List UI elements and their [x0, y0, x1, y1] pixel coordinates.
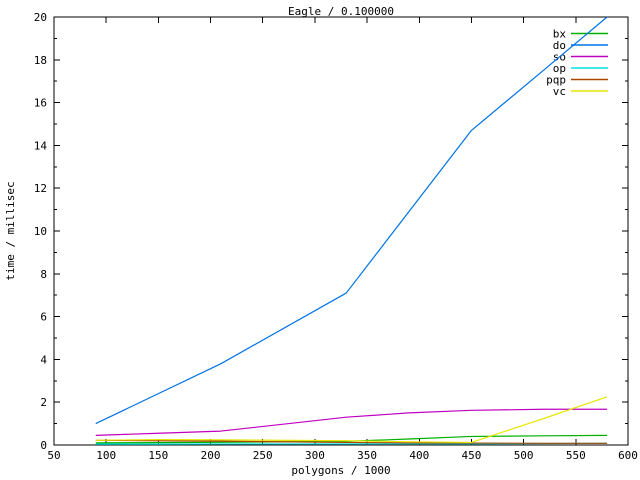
x-tick-label: 500 [514, 449, 534, 462]
x-tick-label: 250 [253, 449, 273, 462]
series-line-pqp [95, 439, 608, 444]
series-line-so [95, 408, 608, 436]
x-tick-label: 300 [305, 449, 325, 462]
y-tick-label: 16 [34, 97, 47, 110]
x-tick-label: 450 [462, 449, 482, 462]
y-tick-label: 2 [40, 396, 47, 409]
x-tick-label: 200 [201, 449, 221, 462]
series-line-vc [95, 396, 608, 444]
series-line-do [95, 16, 608, 425]
series-line-bx [95, 434, 608, 444]
y-tick-label: 0 [40, 439, 47, 452]
x-tick-label: 400 [409, 449, 429, 462]
x-tick-label: 50 [47, 449, 60, 462]
y-tick-label: 4 [40, 353, 47, 366]
axes: 50 100 150 200 250 300 350 400 450 500 550 600 0 2 4 6 8… [34, 11, 638, 462]
x-axis-label: polygons / 1000 [291, 464, 390, 477]
y-tick-label: 10 [34, 225, 47, 238]
y-tick-label: 6 [40, 311, 47, 324]
chart-title: Eagle / 0.100000 [288, 5, 394, 18]
legend-label-op: op [553, 62, 566, 75]
y-tick-label: 14 [34, 139, 48, 152]
y-axis-label: time / millisec [4, 181, 17, 280]
legend-label-bx: bx [553, 28, 567, 41]
legend-label-do: do [553, 39, 566, 52]
y-tick-label: 8 [40, 268, 47, 281]
y-tick-label: 18 [34, 54, 47, 67]
legend-label-vc: vc [553, 85, 566, 98]
x-tick-label: 150 [148, 449, 168, 462]
x-tick-label: 600 [618, 449, 638, 462]
plot-border [53, 16, 629, 446]
x-tick-label: 100 [96, 449, 116, 462]
y-tick-label: 12 [34, 182, 47, 195]
x-tick-label: 350 [357, 449, 377, 462]
x-tick-label: 550 [566, 449, 586, 462]
data-series [95, 16, 608, 445]
legend-label-pqp: pqp [546, 74, 566, 87]
y-tick-label: 20 [34, 11, 47, 24]
